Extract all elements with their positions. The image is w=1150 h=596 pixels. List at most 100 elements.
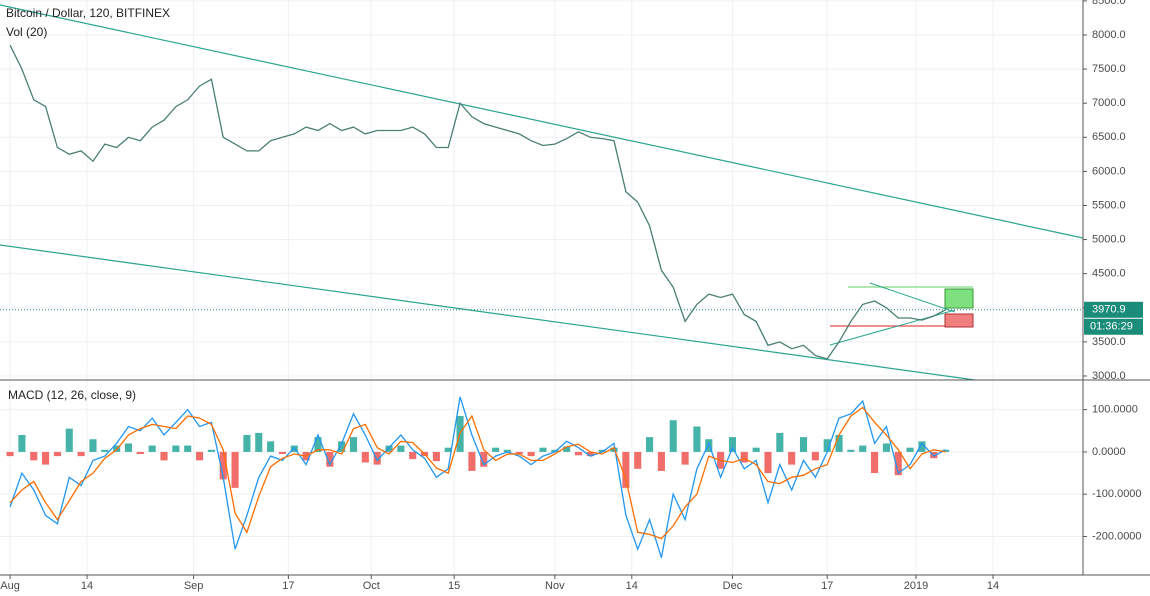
marks (0, 44, 1083, 558)
target-box (944, 288, 974, 309)
y-tick-label: 7500.0 (1092, 63, 1126, 75)
chart-title: Bitcoin / Dollar, 120, BITFINEX (6, 6, 170, 20)
x-tick-label: 14 (626, 580, 638, 592)
histogram-bar (693, 426, 701, 452)
histogram-bar (622, 451, 630, 488)
histogram-bar (77, 451, 85, 457)
histogram-bar (361, 451, 369, 463)
histogram-bar (598, 449, 606, 452)
histogram-bar (788, 451, 796, 465)
y-tick-label: 6500.0 (1092, 131, 1126, 143)
histogram-bar (811, 451, 819, 461)
histogram-bar (468, 451, 476, 471)
histogram-bar (847, 449, 855, 452)
histogram-bar (314, 437, 322, 452)
histogram-bar (231, 451, 239, 488)
histogram-bar (184, 445, 192, 452)
price-label-box (1084, 301, 1143, 318)
y-tick-label: -200.0000 (1092, 530, 1142, 542)
histogram-bar (918, 441, 926, 452)
histogram-bar (42, 451, 50, 465)
histogram-bar (160, 451, 168, 461)
histogram-bar (705, 439, 713, 452)
x-tick-label: Sep (184, 580, 204, 592)
y-tick-label: 3500.0 (1092, 336, 1126, 348)
histogram-bar (349, 437, 358, 452)
histogram-bar (65, 428, 73, 452)
y-tick-label: 3000.0 (1092, 370, 1126, 382)
histogram-bar (385, 445, 393, 452)
histogram-bar (646, 437, 654, 452)
countdown-box (1084, 318, 1143, 335)
histogram-bar (930, 451, 938, 459)
histogram-bar (610, 447, 618, 452)
histogram-bar (195, 451, 204, 461)
x-tick-label: 15 (448, 580, 460, 592)
histogram-bar (634, 451, 642, 469)
histogram-bar (326, 451, 334, 467)
histogram-bar (823, 439, 831, 452)
histogram-bar (492, 447, 500, 452)
y-tick-label: -100.0000 (1092, 488, 1142, 500)
histogram-bar (409, 451, 417, 460)
histogram-bar (551, 449, 559, 452)
histogram-bar (894, 451, 902, 476)
series-line (9, 396, 946, 558)
histogram-bar (539, 447, 547, 452)
histogram-bar (740, 451, 748, 463)
histogram-bar (397, 445, 405, 452)
histogram-bar (527, 451, 535, 457)
histogram-bar (835, 434, 843, 452)
histogram-bar (752, 447, 760, 452)
histogram-bar (255, 432, 263, 452)
histogram-bar (89, 439, 97, 452)
histogram-bar (764, 451, 772, 474)
histogram-bar (776, 432, 784, 452)
x-tick-label: Oct (363, 580, 380, 592)
x-tick-label: 14 (81, 580, 93, 592)
histogram-bar (681, 451, 689, 465)
y-tick-label: 8500.0 (1092, 0, 1126, 7)
histogram-bar (728, 437, 737, 452)
histogram-bar (6, 451, 14, 457)
histogram-bar (515, 451, 523, 455)
histogram-bar (124, 443, 133, 452)
histogram-bar (338, 441, 346, 452)
histogram-bar (906, 447, 914, 452)
x-tick-label: 2019 (904, 580, 928, 592)
histogram-bar (278, 451, 286, 455)
histogram-bar (101, 449, 109, 452)
countdown-label: 01:36:29 (1090, 321, 1133, 333)
x-tick-label: Nov (545, 580, 565, 592)
histogram-bar (53, 451, 61, 457)
histogram-bar (657, 451, 665, 471)
histogram-bar (18, 434, 26, 452)
x-tick-label: 17 (821, 580, 833, 592)
y-tick-label: 4500.0 (1092, 268, 1126, 280)
trend-line (0, 4, 1084, 239)
stop-box (944, 313, 974, 328)
x-tick-label: 17 (282, 580, 294, 592)
histogram-bar (444, 447, 452, 452)
histogram-bar (136, 451, 144, 455)
histogram-bar (373, 451, 381, 465)
y-tick-label: 6000.0 (1092, 165, 1126, 177)
volume-label: Vol (20) (6, 25, 47, 39)
x-tick-label: Dec (723, 580, 743, 592)
x-tick-label: Aug (0, 580, 20, 592)
histogram-bar (207, 449, 215, 452)
histogram-bar (172, 445, 180, 452)
histogram-bar (942, 449, 950, 452)
x-tick-label: 14 (987, 580, 999, 592)
histogram-bar (480, 451, 488, 467)
histogram-bar (669, 420, 677, 452)
triangle-line (869, 282, 956, 313)
histogram-bar (563, 446, 571, 452)
y-tick-label: 7000.0 (1092, 97, 1126, 109)
histogram-bar (219, 451, 227, 480)
y-tick-label: 100.0000 (1092, 404, 1138, 416)
y-tick-label: 5000.0 (1092, 233, 1126, 245)
histogram-bar (871, 451, 879, 474)
